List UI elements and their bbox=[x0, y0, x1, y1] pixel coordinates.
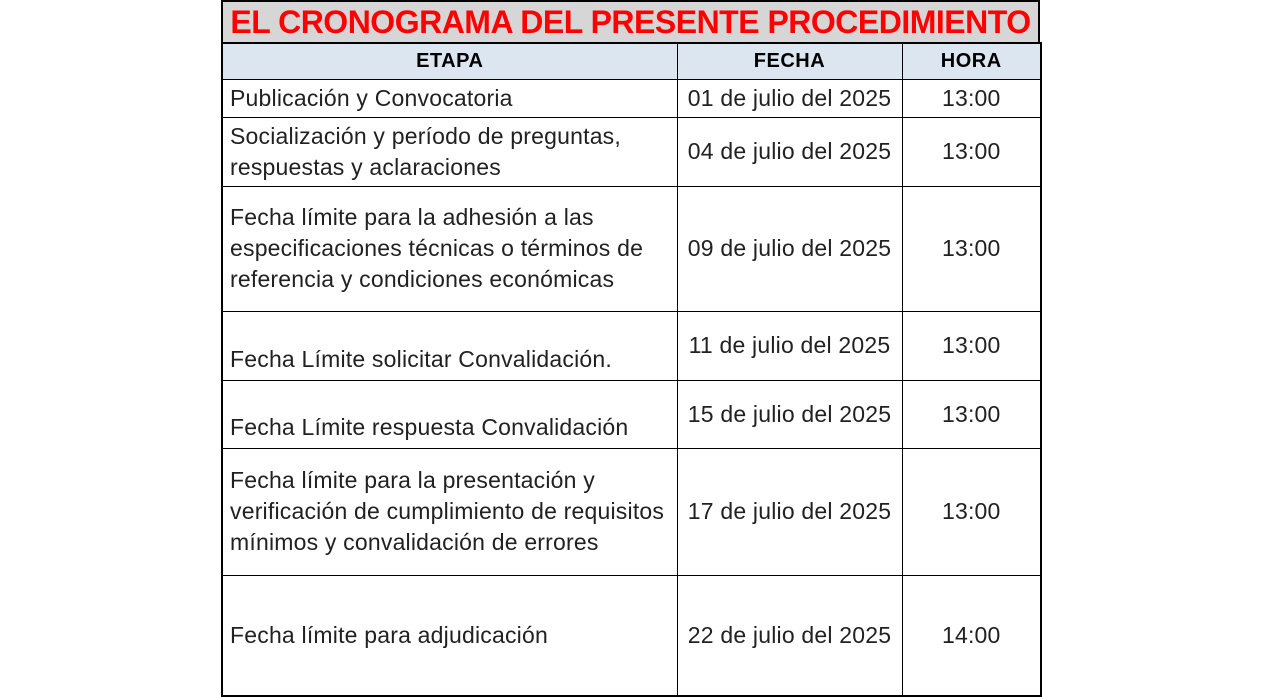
column-header-fecha: FECHA bbox=[676, 42, 903, 80]
fecha-cell: 04 de julio del 2025 bbox=[676, 116, 903, 187]
table-title: EL CRONOGRAMA DEL PRESENTE PROCEDIMIENTO bbox=[221, 0, 1040, 42]
table-row: Publicación y Convocatoria 01 de julio de… bbox=[221, 78, 1042, 118]
cronograma-table: ETAPA FECHA HORA Publicación y Convocato… bbox=[221, 42, 1042, 697]
column-header-hora: HORA bbox=[901, 42, 1042, 80]
hora-cell: 13:00 bbox=[901, 310, 1042, 381]
table-row: Fecha límite para la presentación y veri… bbox=[221, 447, 1042, 576]
table-row: Fecha límite para adjudicación 22 de juli… bbox=[221, 574, 1042, 697]
table-row: Socialización y período de preguntas, re… bbox=[221, 116, 1042, 187]
column-header-etapa: ETAPA bbox=[221, 42, 678, 80]
table-row: Fecha Límite solicitar Convalidación. 11 … bbox=[221, 310, 1042, 381]
hora-cell: 13:00 bbox=[901, 447, 1042, 576]
etapa-cell: Fecha límite para adjudicación bbox=[221, 574, 678, 697]
hora-cell: 13:00 bbox=[901, 116, 1042, 187]
etapa-cell: Fecha límite para la presentación y veri… bbox=[221, 447, 678, 576]
cronograma-document: EL CRONOGRAMA DEL PRESENTE PROCEDIMIENTO… bbox=[221, 0, 1042, 697]
etapa-cell: Publicación y Convocatoria bbox=[221, 78, 678, 118]
fecha-cell: 09 de julio del 2025 bbox=[676, 185, 903, 312]
header-row: ETAPA FECHA HORA bbox=[221, 42, 1042, 80]
hora-cell: 13:00 bbox=[901, 379, 1042, 449]
etapa-cell: Fecha Límite respuesta Convalidación bbox=[221, 379, 678, 449]
etapa-cell: Fecha límite para la adhesión a las espe… bbox=[221, 185, 678, 312]
fecha-cell: 01 de julio del 2025 bbox=[676, 78, 903, 118]
fecha-cell: 22 de julio del 2025 bbox=[676, 574, 903, 697]
table-row: Fecha límite para la adhesión a las espe… bbox=[221, 185, 1042, 312]
hora-cell: 13:00 bbox=[901, 185, 1042, 312]
hora-cell: 14:00 bbox=[901, 574, 1042, 697]
fecha-cell: 11 de julio del 2025 bbox=[676, 310, 903, 381]
fecha-cell: 17 de julio del 2025 bbox=[676, 447, 903, 576]
etapa-cell: Fecha Límite solicitar Convalidación. bbox=[221, 310, 678, 381]
fecha-cell: 15 de julio del 2025 bbox=[676, 379, 903, 449]
etapa-cell: Socialización y período de preguntas, re… bbox=[221, 116, 678, 187]
table-row: Fecha Límite respuesta Convalidación 15 d… bbox=[221, 379, 1042, 449]
hora-cell: 13:00 bbox=[901, 78, 1042, 118]
